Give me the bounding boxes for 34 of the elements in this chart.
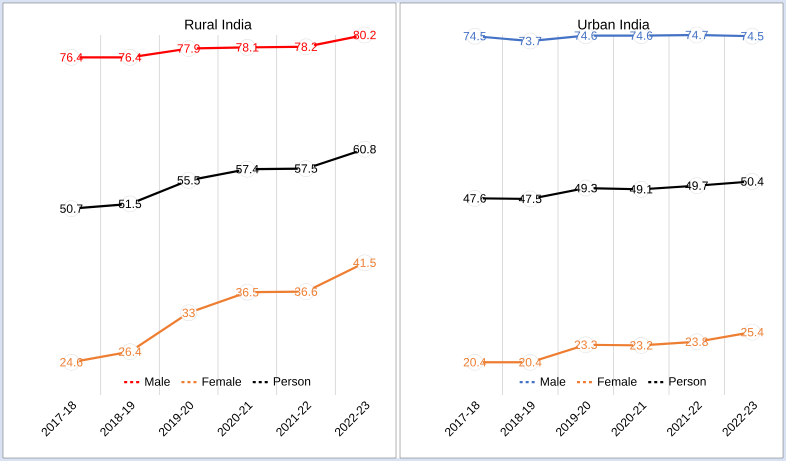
data-label: 20.4 [464,358,486,367]
data-label: 57.4 [236,165,259,174]
data-label: 41.5 [353,258,376,267]
data-label: 78.1 [236,43,258,52]
data-label: 47.5 [518,194,542,204]
legend-label: Male [145,377,170,386]
legend-label: Person [274,377,310,386]
data-label: 76.4 [118,53,142,62]
data-label: 50.4 [741,177,764,186]
data-label: 73.7 [519,36,542,46]
data-label: 23.8 [686,338,708,346]
data-label: 25.4 [741,328,764,336]
data-label: 26.4 [118,347,142,356]
data-label: 55.5 [177,176,200,185]
data-label: 74.7 [686,30,708,40]
data-label: 51.5 [118,200,142,208]
legend-label: Female [202,377,242,386]
legend-label: Male [540,377,566,386]
data-label: 33 [182,308,195,318]
chart-title: Rural India [185,19,252,30]
data-label: 74.5 [741,32,764,40]
data-label: 80.2 [354,30,376,40]
data-label: 74.5 [464,32,486,40]
data-label: 36.6 [294,287,318,296]
legend-label: Person [669,377,706,386]
data-label: 76.4 [60,53,83,62]
data-label: 49.1 [630,185,652,194]
data-label: 60.8 [354,144,376,154]
data-label: 24.6 [60,358,82,367]
chart-title: Urban India [578,19,650,30]
data-label: 78.2 [294,42,318,52]
data-label: 23.2 [630,341,652,350]
legend-label: Female [598,377,637,386]
data-label: 50.7 [60,204,82,213]
